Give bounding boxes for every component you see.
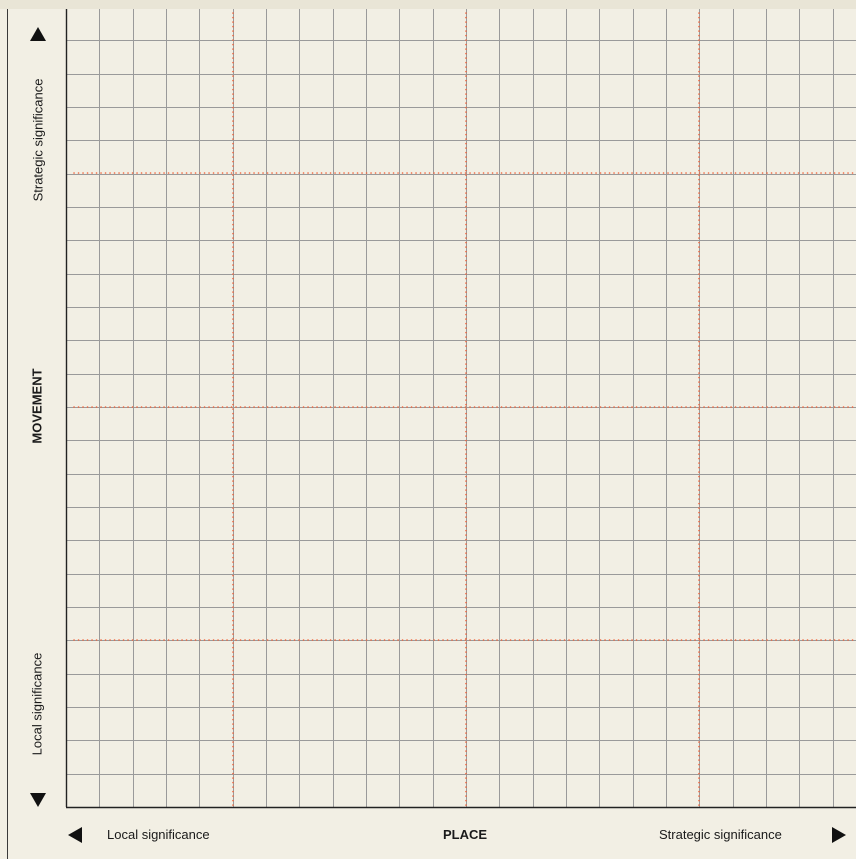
arrow-right-icon <box>832 827 846 843</box>
y-axis-top-label: Strategic significance <box>30 78 46 202</box>
x-axis-left-label: Local significance <box>107 827 210 842</box>
arrow-up-icon <box>30 27 46 41</box>
y-axis-title: MOVEMENT <box>29 368 45 444</box>
y-axis-bottom-label: Local significance <box>29 652 45 756</box>
arrow-down-icon <box>30 793 46 807</box>
x-axis-right-label: Strategic significance <box>659 827 782 842</box>
frame-left-border <box>7 9 8 859</box>
arrow-left-icon <box>68 827 82 843</box>
x-axis-title: PLACE <box>443 827 488 842</box>
top-strip <box>0 0 856 9</box>
